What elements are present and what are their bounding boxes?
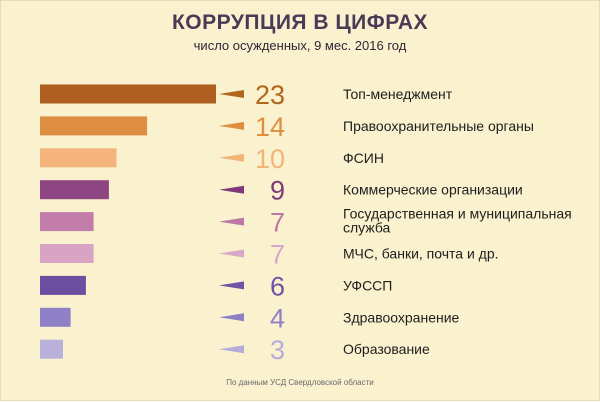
category-label: МЧС, банки, почта и др. — [343, 246, 499, 262]
data-label: 6 — [270, 271, 285, 301]
data-label: 7 — [270, 240, 285, 270]
pointer-arrow — [219, 281, 244, 290]
bar — [40, 307, 71, 327]
category-label: Коммерческие организации — [343, 182, 523, 198]
category-label: Топ-менеджмент — [343, 86, 453, 102]
data-label: 23 — [255, 80, 285, 110]
category-label: УФССП — [343, 277, 392, 293]
category-label: Образование — [343, 341, 430, 357]
pointer-arrow — [219, 217, 244, 226]
category-label: Здравоохранение — [343, 309, 460, 325]
pointer-arrow — [219, 345, 244, 354]
bar — [40, 339, 63, 359]
chart-title: КОРРУПЦИЯ В ЦИФРАХ — [171, 11, 429, 34]
pointer-arrow — [219, 185, 244, 194]
data-label: 9 — [270, 176, 285, 206]
bar — [40, 116, 148, 136]
category-label: ФСИН — [343, 150, 384, 166]
bar — [40, 180, 109, 200]
source-note: По данным УСД Свердловской области — [226, 378, 374, 387]
data-label: 10 — [255, 144, 285, 174]
bar — [40, 275, 86, 295]
chart-subtitle: число осужденных, 9 мес. 2016 год — [193, 38, 407, 53]
pointer-arrow — [219, 249, 244, 258]
bar — [40, 84, 216, 104]
bar — [40, 244, 94, 263]
data-label: 3 — [270, 335, 285, 365]
bar — [40, 148, 117, 168]
category-label: Правоохранительные органы — [343, 118, 534, 134]
pointer-arrow — [219, 121, 244, 130]
data-label: 4 — [270, 303, 285, 333]
category-label: Государственная и муниципальная служба — [343, 206, 572, 236]
pointer-arrow — [219, 153, 244, 162]
bar — [40, 212, 94, 232]
pointer-arrow — [219, 90, 244, 98]
data-label: 14 — [255, 112, 285, 142]
pointer-arrow — [219, 313, 244, 322]
data-label: 7 — [270, 208, 285, 238]
